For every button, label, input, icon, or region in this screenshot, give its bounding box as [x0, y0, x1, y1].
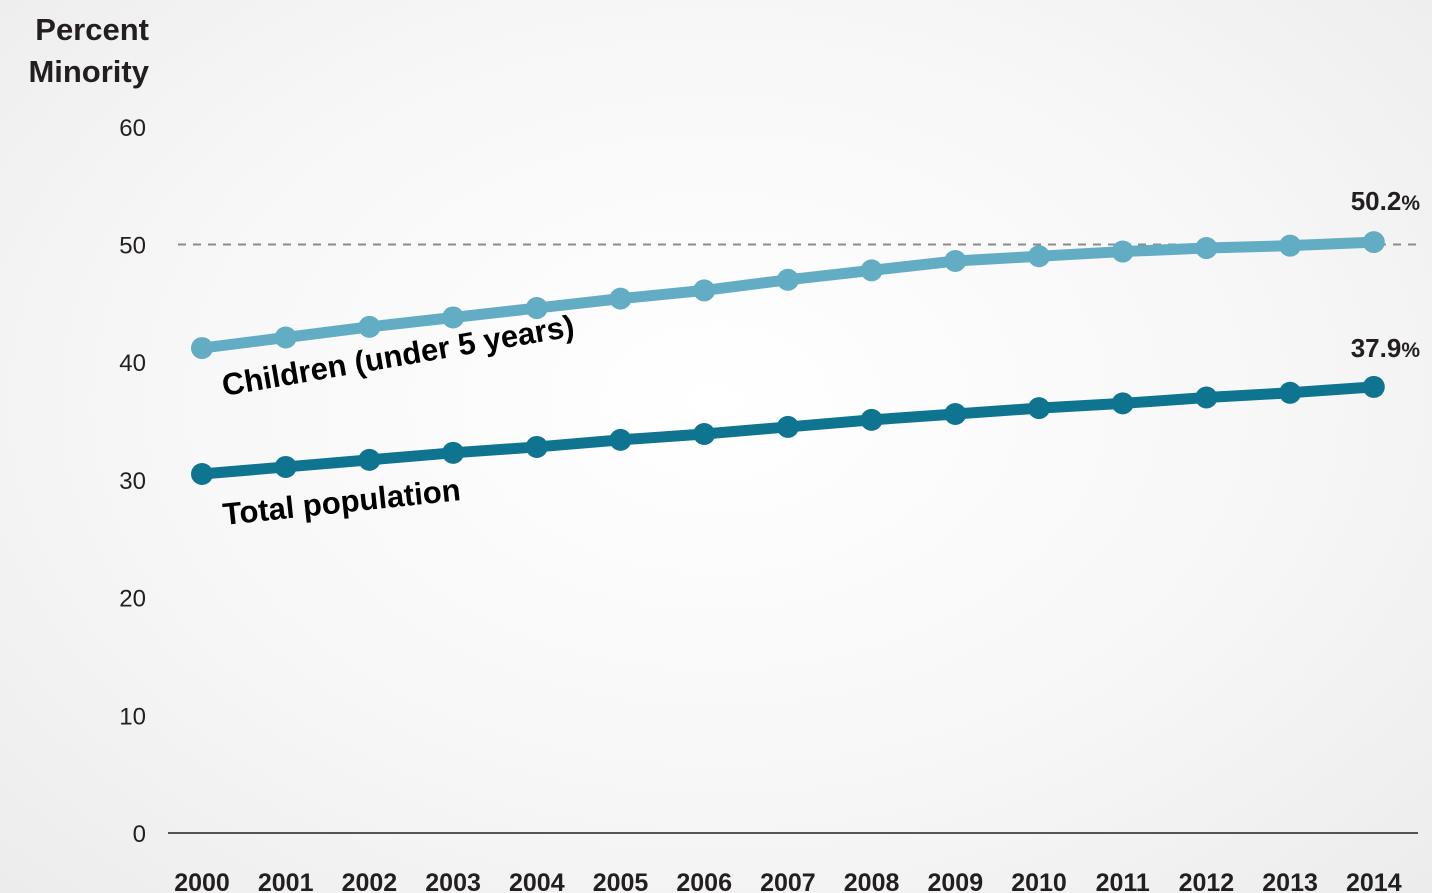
data-point [1111, 240, 1134, 263]
series-label-total: Total population [221, 472, 462, 532]
end-label-children-value: 50.2 [1351, 186, 1402, 216]
x-tick-label: 2008 [844, 869, 900, 893]
y-tick-label: 40 [119, 350, 146, 377]
x-tick-label: 2001 [258, 869, 314, 893]
end-label-total: 37.9% [1351, 333, 1421, 363]
x-tick-label: 2014 [1346, 869, 1402, 893]
data-point [1195, 386, 1218, 409]
y-axis-title-line1: Percent [35, 12, 149, 47]
data-point [1195, 237, 1218, 260]
x-tick-label: 2004 [509, 869, 565, 893]
data-point [776, 268, 799, 291]
data-point [191, 463, 213, 486]
data-point [693, 422, 716, 445]
data-point [191, 337, 213, 360]
data-point [1362, 375, 1385, 398]
data-point [693, 279, 716, 302]
y-tick-label: 60 [119, 115, 146, 142]
data-point [609, 428, 632, 451]
data-point [274, 326, 297, 349]
y-tick-label: 20 [119, 586, 146, 613]
data-point [944, 402, 967, 425]
x-tick-label: 2009 [927, 869, 983, 893]
x-tick-label: 2011 [1096, 869, 1150, 893]
end-label-children: 50.2% [1351, 186, 1421, 216]
data-point [860, 408, 883, 431]
data-point [358, 448, 381, 471]
data-point [860, 259, 883, 282]
y-axis-ticks: 0 10 20 30 40 50 60 [119, 115, 146, 848]
x-tick-label: 2006 [676, 869, 732, 893]
data-point [442, 306, 465, 329]
y-axis-title-line2: Minority [28, 54, 149, 89]
x-tick-label: 2007 [760, 869, 816, 893]
y-tick-label: 10 [119, 703, 146, 730]
x-tick-label: 2005 [593, 869, 649, 893]
end-label-total-value: 37.9 [1351, 333, 1402, 363]
data-point [776, 415, 799, 438]
data-point [944, 249, 967, 272]
x-tick-label: 2003 [425, 869, 481, 893]
data-point [1279, 234, 1302, 257]
data-point [442, 441, 465, 464]
data-point [1111, 392, 1134, 415]
data-point [1028, 245, 1050, 268]
data-point [274, 455, 297, 478]
y-tick-label: 50 [119, 233, 146, 260]
x-tick-label: 2002 [342, 869, 398, 893]
data-point [358, 315, 381, 338]
data-point [1279, 381, 1302, 404]
y-tick-label: 0 [133, 821, 146, 848]
data-point [1362, 231, 1385, 254]
end-label-children-unit: % [1401, 192, 1420, 215]
y-tick-label: 30 [119, 468, 146, 495]
data-point [609, 287, 632, 310]
series-lines [191, 231, 1385, 486]
x-tick-label: 2000 [174, 869, 230, 893]
x-axis: 2000 2001 2002 2003 2004 2005 2006 2007 2008 2009… [168, 832, 1418, 893]
x-tick-label: 2012 [1179, 869, 1235, 893]
data-point [525, 435, 548, 458]
x-tick-label: 2010 [1011, 869, 1067, 893]
data-point [525, 297, 548, 320]
data-point [1028, 397, 1050, 420]
end-label-total-unit: % [1401, 339, 1420, 362]
x-tick-label: 2013 [1262, 869, 1318, 893]
